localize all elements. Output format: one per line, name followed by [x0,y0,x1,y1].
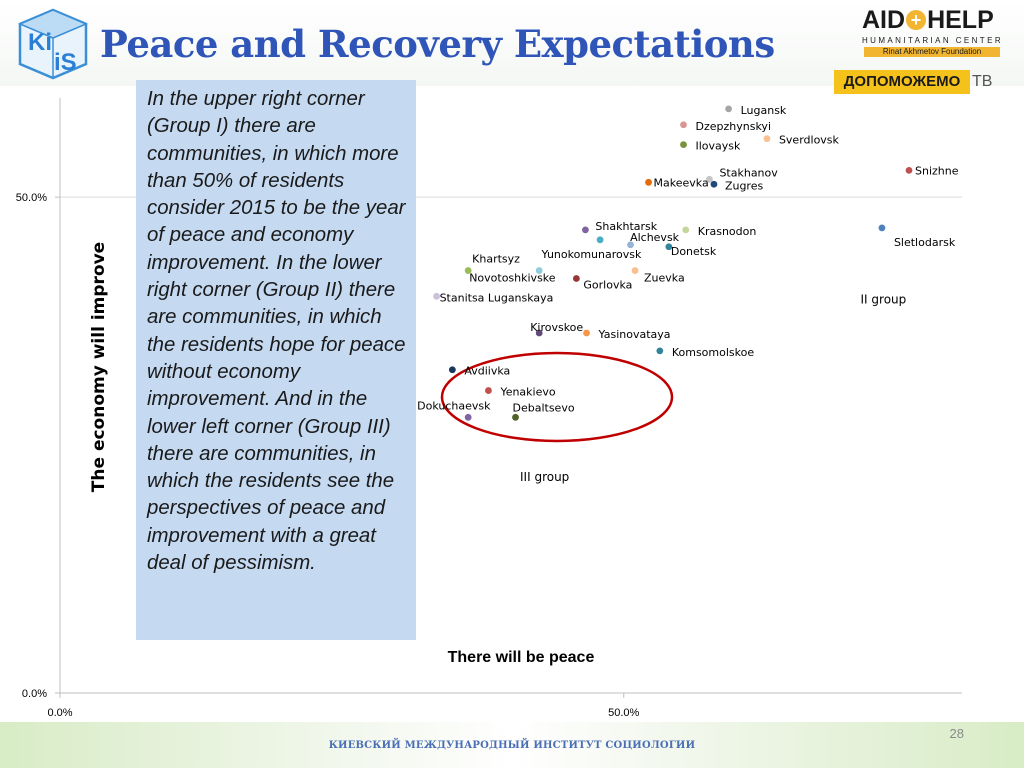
page-title: Peace and Recovery Expectations [100,22,775,66]
data-point-label: Shakhtarsk [595,220,657,233]
data-point-label: Stakhanov [719,166,778,179]
aid-help-foundation: Rinat Akhmetov Foundation [864,47,1000,57]
footer-institute: КИЕВСКИЙ МЕЖДУНАРОДНЫЙ ИНСТИТУТ СОЦИОЛОГ… [328,740,696,751]
data-point-label: Alchevsk [630,231,680,244]
data-point [682,226,690,234]
data-point [665,243,673,251]
page-number: 28 [949,726,964,741]
data-point [583,329,590,337]
data-point [433,292,440,300]
x-tick-label: 0.0% [47,707,72,719]
aid-help-subtitle: HUMANITARIAN CENTER [862,36,1004,45]
x-tick-label: 50.0% [608,707,639,719]
x-axis-title: There will be peace [448,649,595,666]
data-point [448,366,456,374]
y-tick-label: 50.0% [16,192,47,204]
data-point [596,236,604,244]
data-point-label: Yunokomunarovsk [541,248,642,261]
data-point-label: Sverdlovsk [779,134,840,147]
svg-text:Ki: Ki [28,29,52,56]
data-point [512,413,519,421]
data-point [680,121,687,129]
data-point-label: Dokuchaevsk [417,399,491,412]
data-point [905,166,913,174]
data-point-label: Makeevka [654,176,709,189]
data-point-label: Stanitsa Luganskaya [440,291,554,304]
data-point [535,267,543,274]
data-point [582,226,589,234]
data-point-label: Avdiivka [464,365,510,378]
data-point-label: Dzepzhynskyi [696,120,772,133]
data-point-label: Snizhne [915,164,959,177]
data-point-label: Zuevka [644,272,685,285]
data-point [725,105,733,113]
data-point [706,175,713,183]
group-annotation: III group [520,470,569,484]
data-point-label: Khartsyz [472,253,520,266]
data-point-label: Lugansk [741,104,787,117]
description-box: In the upper right corner (Group I) ther… [136,80,416,640]
data-point [763,135,771,143]
dopomozhemo-tv: ТВ [972,73,993,90]
data-point-label: Donetsk [671,245,717,258]
data-point [710,180,718,188]
aid-help-logo: AID + HELP HUMANITARIAN CENTER Rinat Akhme… [858,6,1004,57]
data-point-label: Zugres [725,179,764,192]
data-point [627,241,634,249]
data-point-label: Novotoshkivske [469,272,556,285]
data-point [464,267,472,274]
data-point [631,267,639,274]
aid-help-wordmark: AID + HELP [862,6,994,34]
cross-icon: + [906,10,927,30]
kiis-logo: Ki iS [18,8,88,80]
data-point [464,413,472,421]
data-point [878,224,886,232]
data-point-label: Ilovaysk [696,140,742,153]
data-point-label: Sletlodarsk [894,236,956,249]
y-axis-title: The economy will improve [89,242,109,492]
data-point-label: Kirovskoe [530,321,583,334]
data-point [645,178,652,186]
data-point-label: Gorlovka [583,278,632,291]
data-point-label: Yasinovataya [598,328,671,341]
data-point [535,329,543,337]
group-annotation: II group [861,292,907,306]
y-tick-label: 0.0% [22,688,47,700]
group-iii-highlight [440,351,674,443]
data-point [680,141,687,149]
data-point-label: Debaltsevo [513,401,575,414]
data-point [485,387,492,394]
data-point [572,275,580,282]
svg-text:iS: iS [54,49,77,76]
data-point [656,347,664,355]
data-point-label: Krasnodon [698,225,757,238]
data-point-label: Komsomolskoe [672,346,755,359]
footer-band [0,722,1024,768]
data-point-label: Yenakievo [499,386,555,399]
dopomozhemo-badge: ДОПОМОЖЕМО [834,70,970,94]
